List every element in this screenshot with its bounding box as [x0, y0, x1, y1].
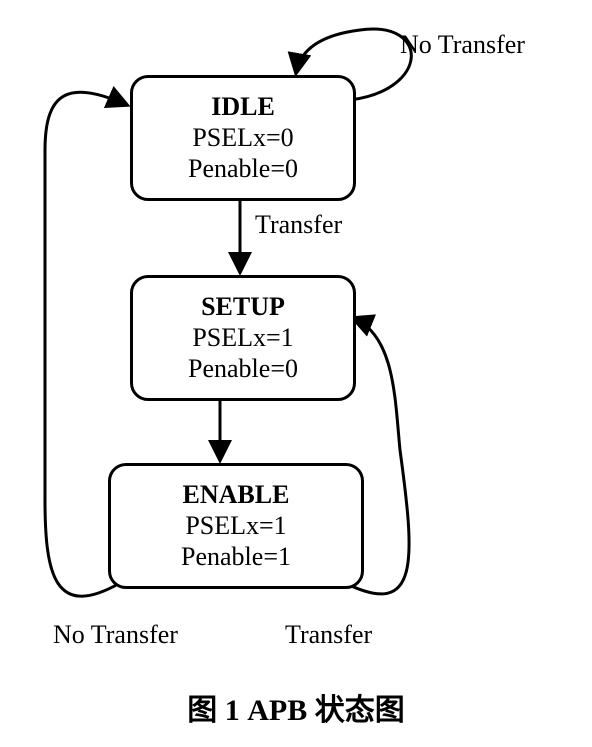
- state-idle-line2: Penable=0: [188, 153, 298, 184]
- state-setup-title: SETUP: [201, 292, 285, 322]
- label-idle-to-setup: Transfer: [255, 210, 342, 240]
- state-setup: SETUP PSELx=1 Penable=0: [130, 275, 356, 401]
- state-enable-title: ENABLE: [183, 480, 290, 510]
- label-enable-to-idle: No Transfer: [53, 620, 178, 650]
- state-diagram: IDLE PSELx=0 Penable=0 SETUP PSELx=1 Pen…: [0, 0, 592, 747]
- state-enable-line2: Penable=1: [181, 541, 291, 572]
- state-enable-line1: PSELx=1: [185, 510, 286, 541]
- state-idle-title: IDLE: [211, 92, 275, 122]
- label-idle-self: No Transfer: [400, 30, 525, 60]
- state-idle: IDLE PSELx=0 Penable=0: [130, 75, 356, 201]
- state-idle-line1: PSELx=0: [192, 122, 293, 153]
- state-enable: ENABLE PSELx=1 Penable=1: [108, 463, 364, 589]
- label-enable-to-setup: Transfer: [285, 620, 372, 650]
- figure-caption: 图 1 APB 状态图: [0, 685, 592, 729]
- state-setup-line1: PSELx=1: [192, 322, 293, 353]
- state-setup-line2: Penable=0: [188, 353, 298, 384]
